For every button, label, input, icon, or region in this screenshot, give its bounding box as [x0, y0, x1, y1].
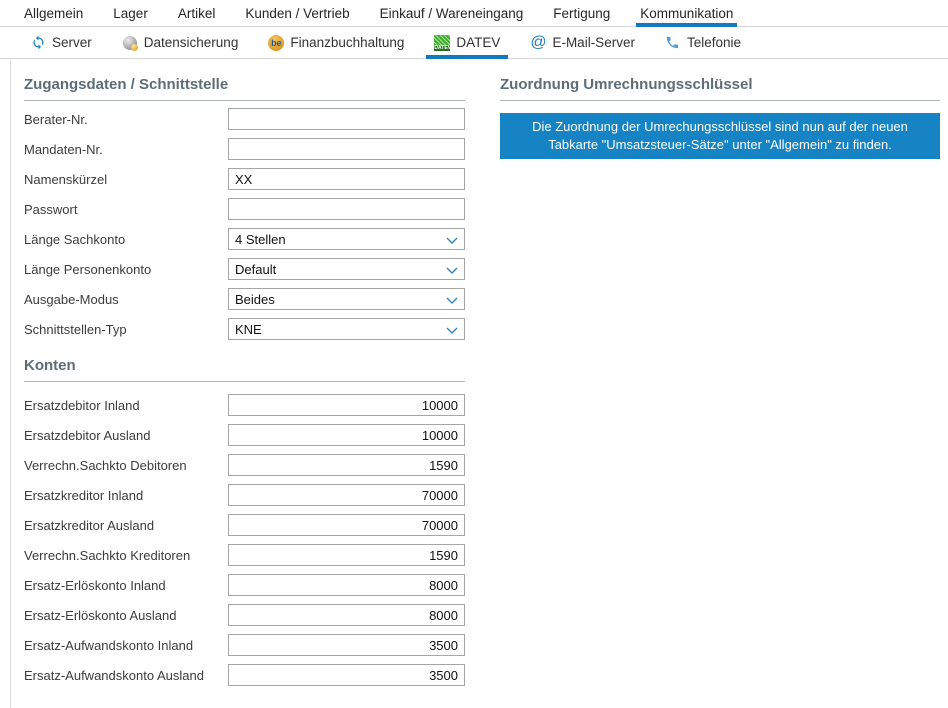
settings-form-panel: Zugangsdaten / Schnittstelle Berater-Nr. M… — [24, 59, 465, 694]
field-row-ausgabe-modus: Ausgabe-Modus Beides — [24, 288, 465, 310]
field-row-schnittstellen-typ: Schnittstellen-Typ KNE — [24, 318, 465, 340]
subtab-label: E-Mail-Server — [552, 35, 635, 50]
ersatz-aufwandskonto-inland-input[interactable] — [228, 634, 465, 656]
ersatz-erl-skonto-ausland-input[interactable] — [228, 604, 465, 626]
field-label: Ersatz-Erlöskonto Ausland — [24, 607, 177, 623]
verrechn-sachkto-debitoren-input[interactable] — [228, 454, 465, 476]
select-value: KNE — [235, 321, 262, 337]
chevron-down-icon — [446, 322, 458, 337]
field-row-ersatzdebitor-ausland: Ersatzdebitor Ausland — [24, 424, 465, 446]
chevron-down-icon — [446, 232, 458, 247]
berater-nr-input[interactable] — [228, 108, 465, 130]
chevron-down-icon — [446, 262, 458, 277]
ersatz-aufwandskonto-ausland-input[interactable] — [228, 664, 465, 686]
field-label: Berater-Nr. — [24, 111, 88, 127]
field-label: Passwort — [24, 201, 78, 217]
section-title-zuordnung: Zuordnung Umrechnungsschlüssel — [500, 76, 940, 101]
main-tab-bar: Allgemein Lager Artikel Kunden / Vertrieb Ei… — [0, 0, 948, 27]
ersatz-erl-skonto-inland-input[interactable] — [228, 574, 465, 596]
panel-left-divider — [10, 60, 11, 708]
subtab-label: Finanzbuchhaltung — [290, 35, 405, 50]
tab-einkauf-wareneingang[interactable]: Einkauf / Wareneingang — [379, 5, 524, 21]
ersatzkreditor-ausland-input[interactable] — [228, 514, 465, 536]
tab-kommunikation[interactable]: Kommunikation — [636, 0, 738, 27]
subtab-finanzbuchhaltung[interactable]: be Finanzbuchhaltung — [260, 27, 412, 58]
field-label: Ersatz-Aufwandskonto Ausland — [24, 667, 204, 683]
field-label: Ersatzkreditor Ausland — [24, 517, 155, 533]
at-icon: @ — [530, 33, 547, 51]
field-label: Länge Sachkonto — [24, 231, 126, 247]
select-value: Default — [235, 261, 277, 277]
field-label: Ersatzdebitor Ausland — [24, 427, 151, 443]
field-row-mandaten-nr: Mandaten-Nr. — [24, 138, 465, 160]
mandaten-nr-input[interactable] — [228, 138, 465, 160]
subtab-e-mail-server[interactable]: @ E-Mail-Server — [522, 27, 643, 58]
field-label: Ersatz-Aufwandskonto Inland — [24, 637, 194, 653]
field-label: Ersatzdebitor Inland — [24, 397, 140, 413]
info-panel: Zuordnung Umrechnungsschlüssel Die Zuord… — [500, 59, 940, 159]
subtab-datev[interactable]: DATEV DATEV — [426, 27, 509, 59]
schnittstellen-typ-select[interactable]: KNE — [228, 318, 465, 340]
datev-settings-content: Zugangsdaten / Schnittstelle Berater-Nr. M… — [0, 59, 948, 694]
ausgabe-modus-select[interactable]: Beides — [228, 288, 465, 310]
field-label: Ersatz-Erlöskonto Inland — [24, 577, 166, 593]
ersatzdebitor-ausland-input[interactable] — [228, 424, 465, 446]
field-row-ersatz-erl-skonto-inland: Ersatz-Erlöskonto Inland — [24, 574, 465, 596]
tab-fertigung[interactable]: Fertigung — [553, 5, 611, 21]
field-rows: Berater-Nr. Mandaten-Nr. Namenskürzel Passw… — [24, 108, 465, 340]
tab-kunden-vertrieb[interactable]: Kunden / Vertrieb — [245, 5, 350, 21]
field-row-passwort: Passwort — [24, 198, 465, 220]
field-label: Ausgabe-Modus — [24, 291, 119, 307]
phone-icon — [665, 35, 681, 51]
select-value: Beides — [235, 291, 275, 307]
database-sphere-icon — [122, 35, 138, 51]
field-row-l-nge-personenkonto: Länge Personenkonto Default — [24, 258, 465, 280]
section-title-zugangsdaten-schnittstelle: Zugangsdaten / Schnittstelle — [24, 76, 465, 101]
chevron-down-icon — [446, 292, 458, 307]
field-label: Verrechn.Sachkto Kreditoren — [24, 547, 191, 563]
subtab-label: DATEV — [456, 35, 501, 50]
verrechn-sachkto-kreditoren-input[interactable] — [228, 544, 465, 566]
be-badge-icon: be — [268, 34, 285, 51]
field-label: Ersatzkreditor Inland — [24, 487, 144, 503]
field-row-verrechn-sachkto-kreditoren: Verrechn.Sachkto Kreditoren — [24, 544, 465, 566]
field-label: Namenskürzel — [24, 171, 108, 187]
field-label: Länge Personenkonto — [24, 261, 152, 277]
field-rows: Ersatzdebitor Inland Ersatzdebitor Auslan… — [24, 394, 465, 686]
subtab-datensicherung[interactable]: Datensicherung — [114, 27, 247, 58]
field-label: Mandaten-Nr. — [24, 141, 103, 157]
sync-icon — [30, 35, 46, 51]
field-row-namensk-rzel: Namenskürzel — [24, 168, 465, 190]
passwort-input[interactable] — [228, 198, 465, 220]
field-row-verrechn-sachkto-debitoren: Verrechn.Sachkto Debitoren — [24, 454, 465, 476]
relocation-notice: Die Zuordnung der Umrechungsschlüssel si… — [500, 113, 940, 159]
field-row-ersatzkreditor-ausland: Ersatzkreditor Ausland — [24, 514, 465, 536]
namensk-rzel-input[interactable] — [228, 168, 465, 190]
datev-icon: DATEV — [434, 34, 451, 51]
subtab-label: Datensicherung — [143, 35, 239, 50]
subtab-telefonie[interactable]: Telefonie — [657, 27, 749, 58]
field-row-ersatz-aufwandskonto-ausland: Ersatz-Aufwandskonto Ausland — [24, 664, 465, 686]
subtab-label: Server — [52, 35, 92, 50]
field-row-ersatzdebitor-inland: Ersatzdebitor Inland — [24, 394, 465, 416]
field-label: Verrechn.Sachkto Debitoren — [24, 457, 187, 473]
field-label: Schnittstellen-Typ — [24, 321, 127, 337]
tab-artikel[interactable]: Artikel — [177, 5, 216, 21]
field-row-ersatzkreditor-inland: Ersatzkreditor Inland — [24, 484, 465, 506]
tab-allgemein[interactable]: Allgemein — [24, 5, 84, 21]
section-title-konten: Konten — [24, 357, 465, 382]
field-row-l-nge-sachkonto: Länge Sachkonto 4 Stellen — [24, 228, 465, 250]
subtab-label: Telefonie — [686, 35, 741, 50]
ersatzkreditor-inland-input[interactable] — [228, 484, 465, 506]
field-row-ersatz-erl-skonto-ausland: Ersatz-Erlöskonto Ausland — [24, 604, 465, 626]
field-row-ersatz-aufwandskonto-inland: Ersatz-Aufwandskonto Inland — [24, 634, 465, 656]
ersatzdebitor-inland-input[interactable] — [228, 394, 465, 416]
l-nge-personenkonto-select[interactable]: Default — [228, 258, 465, 280]
l-nge-sachkonto-select[interactable]: 4 Stellen — [228, 228, 465, 250]
tab-lager[interactable]: Lager — [113, 5, 148, 21]
field-row-berater-nr: Berater-Nr. — [24, 108, 465, 130]
sub-tab-bar: Server Datensicherung be Finanzbuchhaltung D… — [0, 27, 948, 59]
subtab-server[interactable]: Server — [22, 27, 100, 58]
select-value: 4 Stellen — [235, 231, 286, 247]
